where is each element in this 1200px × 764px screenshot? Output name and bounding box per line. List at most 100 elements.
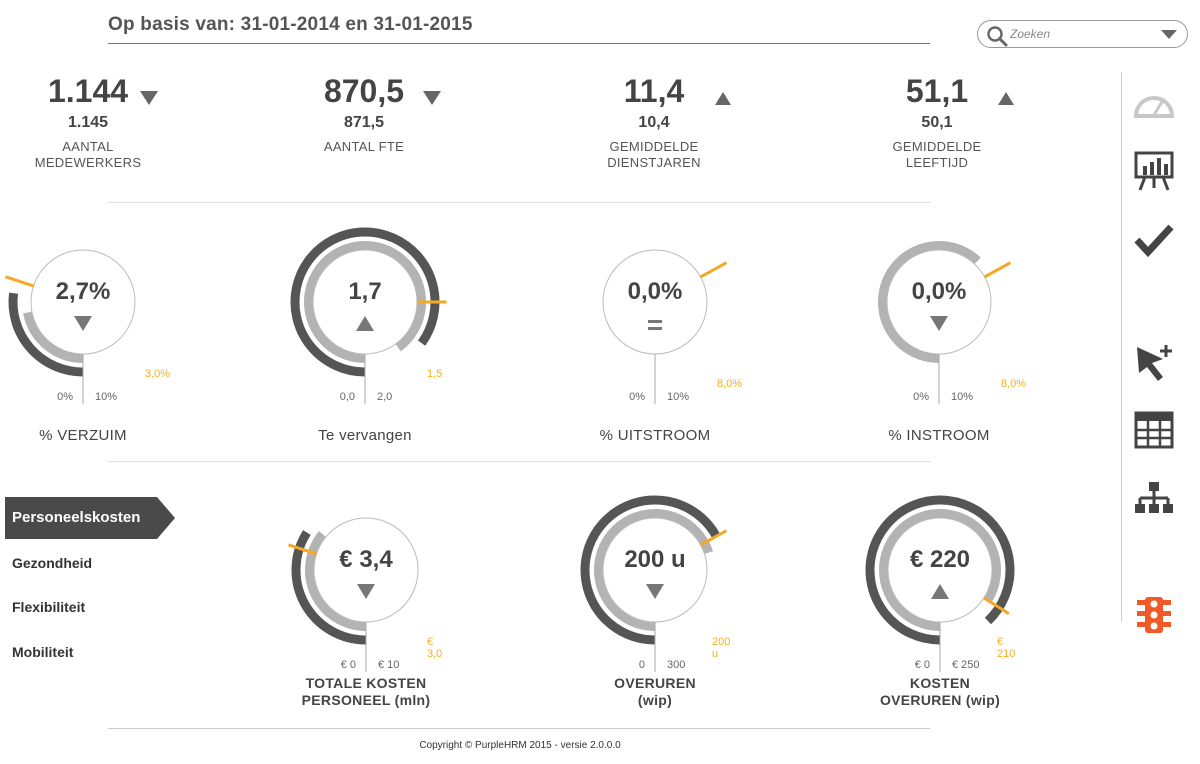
gauge-arcs xyxy=(290,227,447,404)
menu-item-mobiliteit[interactable]: Mobiliteit xyxy=(12,644,74,660)
page-title: Op basis van: 31-01-2014 en 31-01-2015 xyxy=(108,14,473,35)
traffic-light-icon[interactable] xyxy=(1133,594,1175,636)
gauge-max-label: 2,0 xyxy=(377,391,393,403)
gauge-label: KOSTEN OVERUREN (wip) xyxy=(879,675,1001,708)
kpi-value: 51,1 xyxy=(905,73,969,109)
search-icon[interactable] xyxy=(986,25,1008,47)
search-input[interactable] xyxy=(1010,24,1150,44)
gauge-arcs xyxy=(580,495,728,672)
gauge-min-label: 0% xyxy=(913,391,929,403)
chevron-down-icon[interactable] xyxy=(1161,30,1177,39)
target-marker xyxy=(983,596,1010,615)
org-chart-icon[interactable] xyxy=(1133,480,1175,516)
gauge-label: % INSTROOM xyxy=(888,427,990,444)
gauge-arcs xyxy=(5,249,136,404)
checkmark-icon[interactable] xyxy=(1133,222,1175,258)
footer-copyright: Copyright © PurpleHRM 2015 - versie 2.0.… xyxy=(419,740,621,751)
gauge: € 3,4 € 0 € 10 € 3,0 xyxy=(286,490,446,690)
gauge-value: 1,7 xyxy=(348,278,382,305)
gauge-arcs xyxy=(865,495,1015,672)
target-marker xyxy=(983,261,1012,279)
previous-value-arc xyxy=(878,241,981,363)
gauge: 2,7% 0% 10% 3,0% xyxy=(3,222,170,422)
kpi-label: AANTAL FTE xyxy=(323,139,405,154)
gauge-min-label: 0% xyxy=(57,391,73,403)
sidebar-divider xyxy=(1121,72,1122,622)
section-divider xyxy=(108,461,930,462)
kpi-label: GEMIDDELDE LEEFTIJD xyxy=(892,139,982,170)
gauge-target-label: € 210 xyxy=(997,636,1016,660)
gauge-target-label: 200 u xyxy=(712,636,731,660)
gauge-target-label: 8,0% xyxy=(717,378,743,390)
previous-value-arc xyxy=(879,509,1001,631)
kpi-previous: 1.145 xyxy=(67,114,109,131)
gauge-value: € 3,4 xyxy=(339,546,393,573)
previous-value-arc xyxy=(23,311,84,363)
target-marker xyxy=(699,261,728,279)
kpi-previous: 10,4 xyxy=(638,114,670,131)
current-value-arc xyxy=(291,530,367,645)
trend-up-icon xyxy=(356,316,374,331)
gauge-label: % UITSTROOM xyxy=(599,427,711,444)
kpi-service-years: 11,4 10,4 GEMIDDELDE DIENSTJAREN xyxy=(554,73,754,171)
current-value-arc xyxy=(580,495,721,645)
trend-down-icon xyxy=(74,316,92,331)
gauge: € 220 € 0 € 250 € 210 xyxy=(860,490,1020,690)
gauge-value: 2,7% xyxy=(55,278,111,305)
table-grid-icon[interactable] xyxy=(1133,410,1175,450)
menu-item-label[interactable]: Personeelskosten xyxy=(12,509,141,526)
gauge: 200 u 0 300 200 u xyxy=(575,490,735,690)
trend-down-icon xyxy=(646,584,664,599)
gauge-value: 200 u xyxy=(624,546,686,573)
gauge-value: 0,0% xyxy=(911,278,967,305)
gauge-min-label: 0,0 xyxy=(339,391,355,403)
kpi-value: 870,5 xyxy=(323,73,405,109)
trend-down-icon xyxy=(423,91,441,105)
footer-divider xyxy=(108,728,930,729)
gauge: 0,0% 0% 10% 8,0% xyxy=(859,222,1026,422)
gauge-arcs xyxy=(602,249,728,404)
gauge-arcs xyxy=(288,517,419,672)
gauge-min-label: € 0 xyxy=(914,659,930,671)
gauge-max-label: 10% xyxy=(95,391,118,403)
gauge-value: € 220 xyxy=(909,546,971,573)
kpi-value: 11,4 xyxy=(623,73,685,109)
gauge-target-label: 1,5 xyxy=(427,368,443,380)
kpi-age: 51,1 50,1 GEMIDDELDE LEEFTIJD xyxy=(837,73,1037,171)
gauge-label: Te vervangen xyxy=(318,427,412,444)
search-box[interactable] xyxy=(977,20,1188,48)
header-divider xyxy=(108,43,930,44)
dashboard-gauge-icon[interactable] xyxy=(1133,86,1175,120)
gauge: 1,7 0,0 2,0 1,5 xyxy=(285,222,447,422)
gauge-max-label: 300 xyxy=(667,659,686,671)
cursor-add-icon[interactable] xyxy=(1133,343,1175,383)
trend-up-icon xyxy=(715,92,731,105)
current-value-arc xyxy=(865,495,1015,645)
kpi-label: AANTAL MEDEWERKERS xyxy=(34,139,142,170)
menu-item-flexibiliteit[interactable]: Flexibiliteit xyxy=(12,599,86,615)
kpi-value: 1.144 xyxy=(47,73,129,109)
trend-equal-icon xyxy=(648,320,662,330)
target-marker xyxy=(699,529,728,547)
gauge-arcs xyxy=(878,241,1012,404)
menu-item-gezondheid[interactable]: Gezondheid xyxy=(12,555,93,571)
trend-down-icon xyxy=(930,316,948,331)
previous-value-arc xyxy=(305,531,367,631)
menu-item-personeelskosten[interactable] xyxy=(5,497,175,539)
gauge-label: TOTALE KOSTEN PERSONEEL (mln) xyxy=(301,675,431,708)
kpi-previous: 50,1 xyxy=(921,114,953,131)
kpi-label: GEMIDDELDE DIENSTJAREN xyxy=(607,139,701,170)
trend-down-icon xyxy=(357,584,375,599)
gauge-max-label: 10% xyxy=(951,391,974,403)
presentation-chart-icon[interactable] xyxy=(1133,150,1175,192)
previous-value-arc xyxy=(594,509,714,631)
gauge-target-label: 8,0% xyxy=(1001,378,1027,390)
trend-down-icon xyxy=(140,91,158,105)
gauge-min-label: 0% xyxy=(629,391,645,403)
gauge: 0,0% 0% 10% 8,0% xyxy=(575,222,742,422)
target-marker xyxy=(5,275,35,288)
kpi-employees: 1.144 1.145 AANTAL MEDEWERKERS xyxy=(0,73,188,171)
gauge-max-label: € 10 xyxy=(378,659,400,671)
trend-up-icon xyxy=(998,92,1014,105)
gauge-min-label: 0 xyxy=(638,659,645,671)
